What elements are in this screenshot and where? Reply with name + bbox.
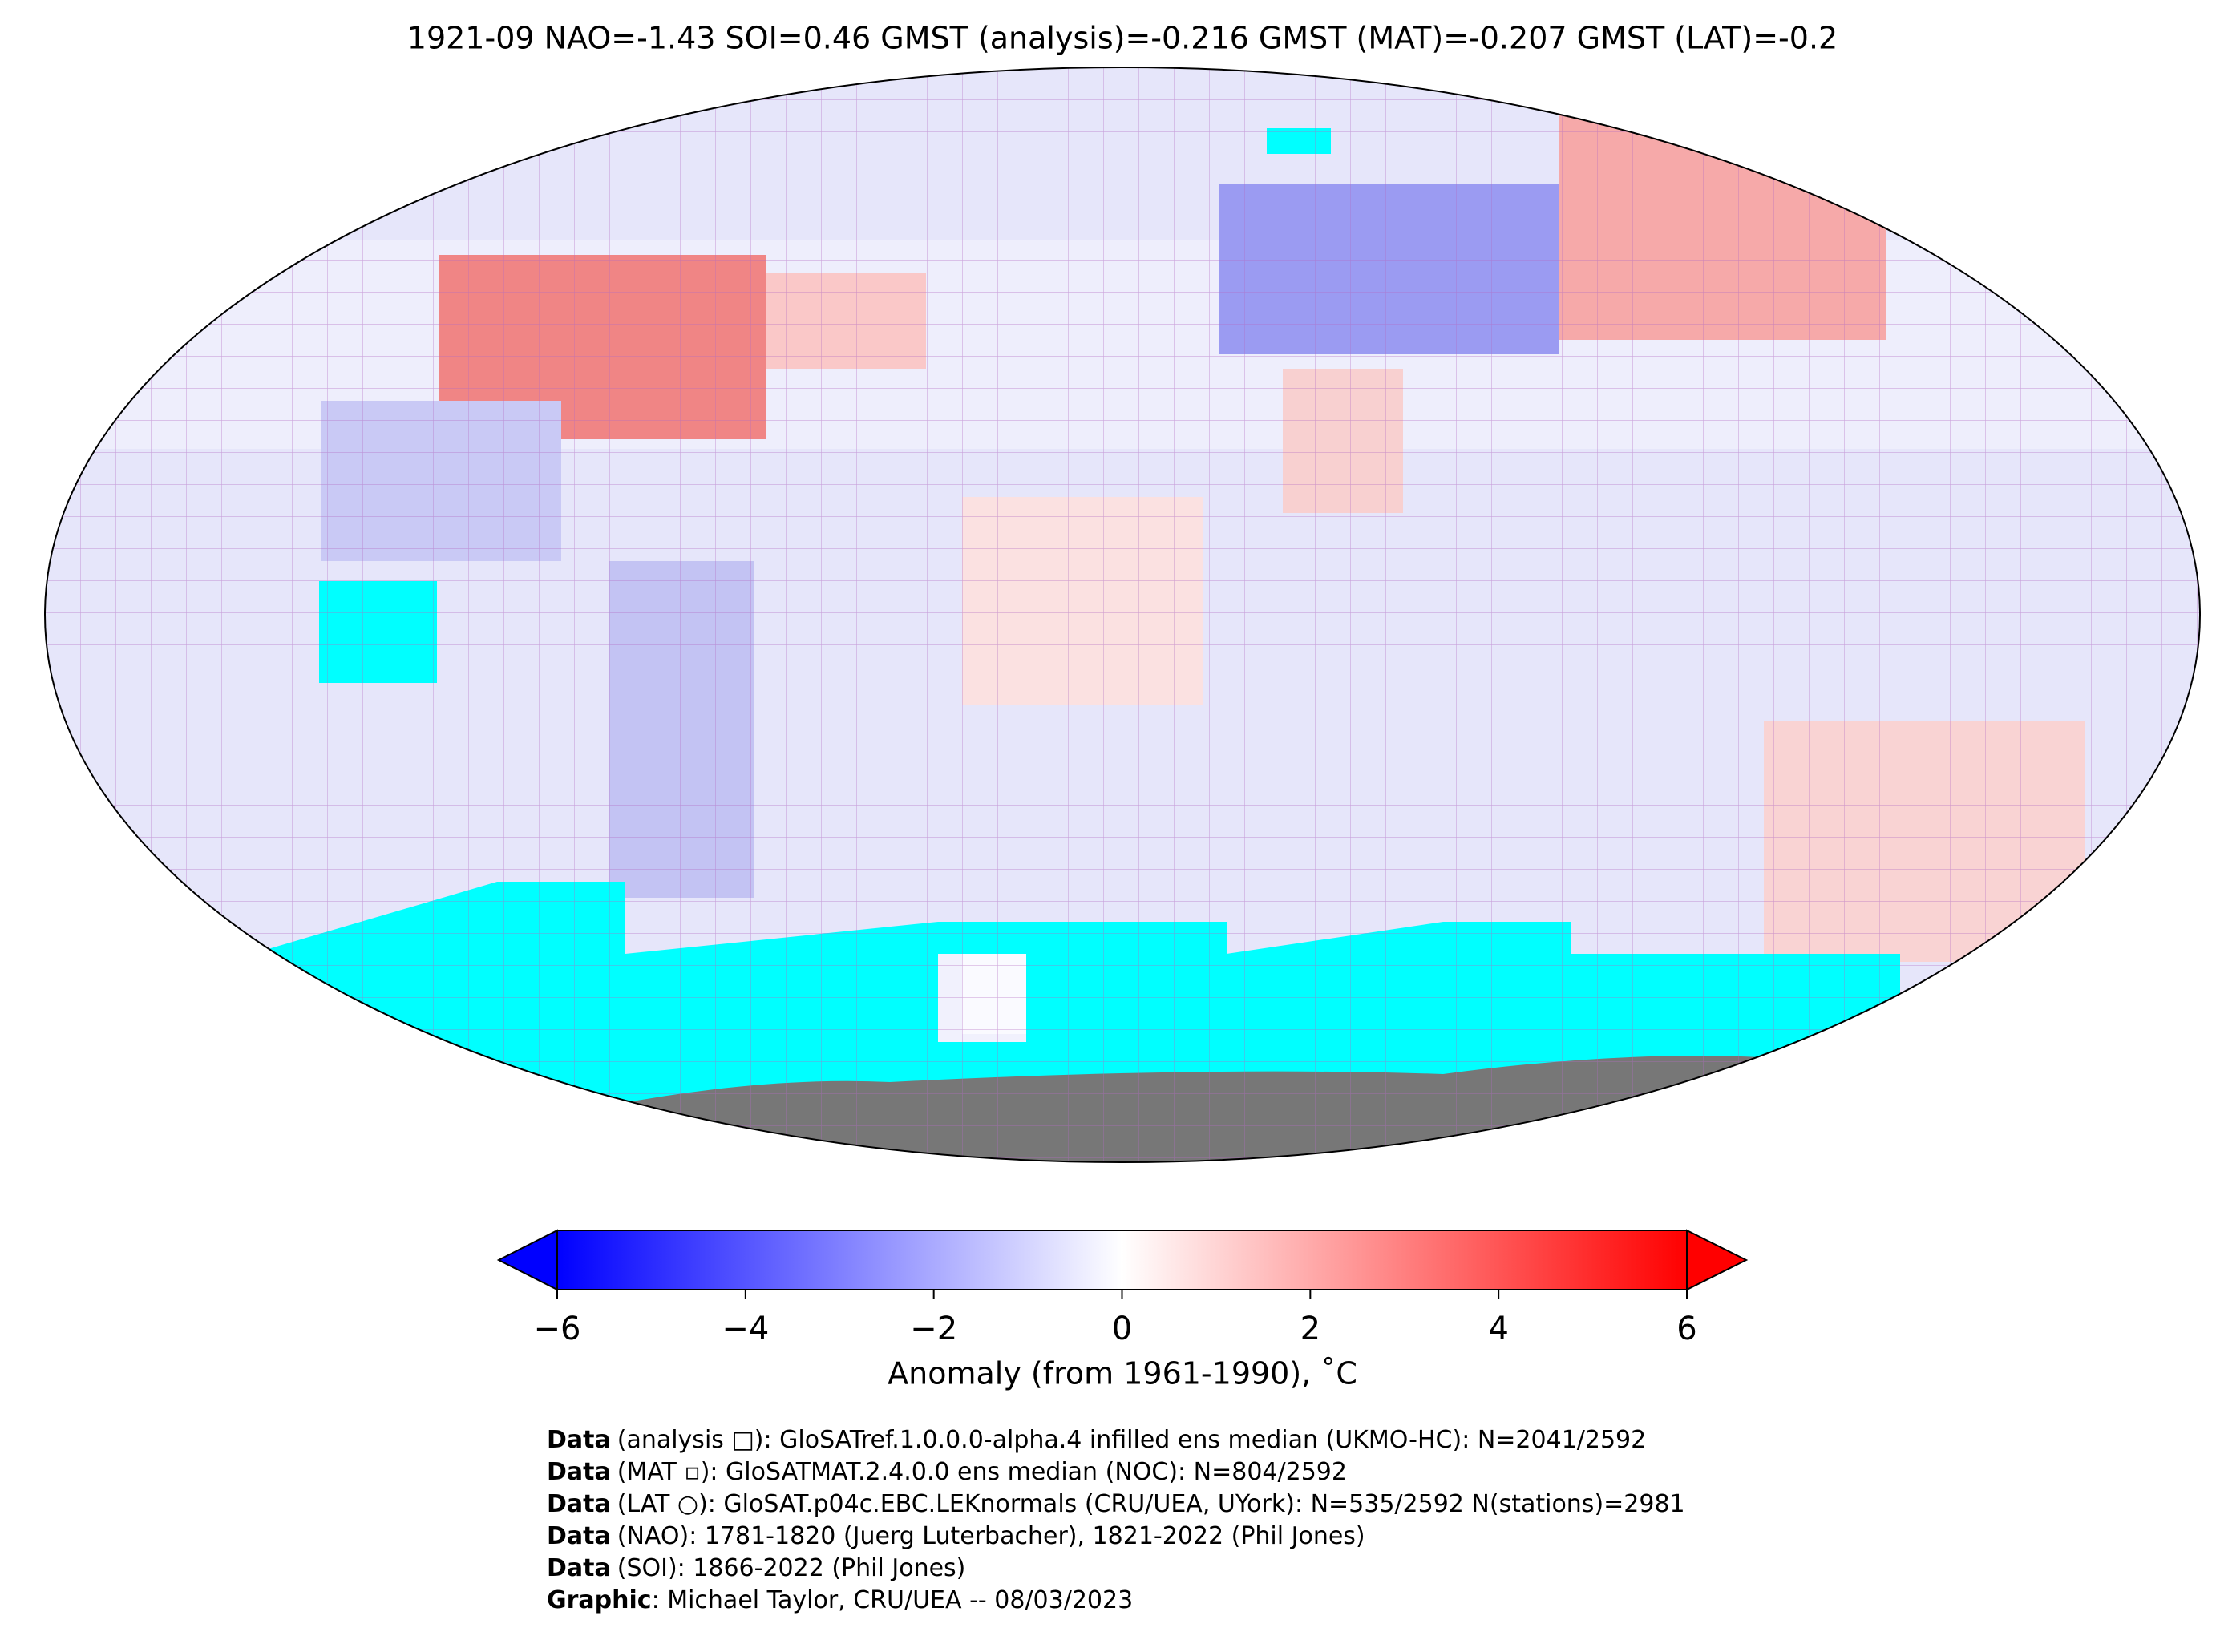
credit-line: Data (LAT ○): GloSAT.p04c.EBC.LEKnormals … bbox=[547, 1490, 1685, 1518]
credit-line: Data (MAT ▫): GloSATMAT.2.4.0.0 ens media… bbox=[547, 1458, 1347, 1486]
map bbox=[45, 67, 2200, 1162]
map-border bbox=[44, 67, 2201, 1163]
credit-lead: Data bbox=[547, 1458, 611, 1486]
map-title: 1921-09 NAO=-1.43 SOI=0.46 GMST (analysi… bbox=[407, 21, 1838, 56]
credit-line: Data (analysis □): GloSATref.1.0.0.0-alph… bbox=[547, 1426, 1646, 1454]
credit-text: (analysis □): GloSATref.1.0.0.0-alpha.4 … bbox=[617, 1426, 1647, 1454]
credit-line: Graphic: Michael Taylor, CRU/UEA -- 08/0… bbox=[547, 1586, 1133, 1614]
colorbar bbox=[496, 1229, 1749, 1299]
credit-text: (NAO): 1781-1820 (Juerg Luterbacher), 18… bbox=[617, 1522, 1365, 1550]
credit-lead: Graphic bbox=[547, 1586, 652, 1614]
credit-text: : Michael Taylor, CRU/UEA -- 08/03/2023 bbox=[652, 1586, 1134, 1614]
credits: Data (analysis □): GloSATref.1.0.0.0-alph… bbox=[547, 1426, 1685, 1614]
credit-line: Data (NAO): 1781-1820 (Juerg Luterbacher)… bbox=[547, 1522, 1365, 1550]
colorbar-label: Anomaly (from 1961-1990), ˚C bbox=[888, 1356, 1357, 1391]
credit-text: (MAT ▫): GloSATMAT.2.4.0.0 ens median (N… bbox=[617, 1458, 1347, 1486]
credit-lead: Data bbox=[547, 1554, 611, 1582]
credit-lead: Data bbox=[547, 1490, 611, 1518]
credit-text: (SOI): 1866-2022 (Phil Jones) bbox=[617, 1554, 966, 1582]
colorbar-tick-label: 4 bbox=[1488, 1311, 1508, 1347]
colorbar-tick-label: −4 bbox=[722, 1311, 769, 1347]
credit-text: (LAT ○): GloSAT.p04c.EBC.LEKnormals (CRU… bbox=[617, 1490, 1685, 1518]
credit-lead: Data bbox=[547, 1426, 611, 1454]
colorbar-tick-label: −6 bbox=[534, 1311, 581, 1347]
credit-lead: Data bbox=[547, 1522, 611, 1550]
credit-line: Data (SOI): 1866-2022 (Phil Jones) bbox=[547, 1554, 965, 1582]
colorbar-tick-label: 0 bbox=[1112, 1311, 1132, 1347]
colorbar-tick-label: 6 bbox=[1676, 1311, 1696, 1347]
colorbar-tick-label: −2 bbox=[910, 1311, 957, 1347]
colorbar-tick-label: 2 bbox=[1300, 1311, 1320, 1347]
